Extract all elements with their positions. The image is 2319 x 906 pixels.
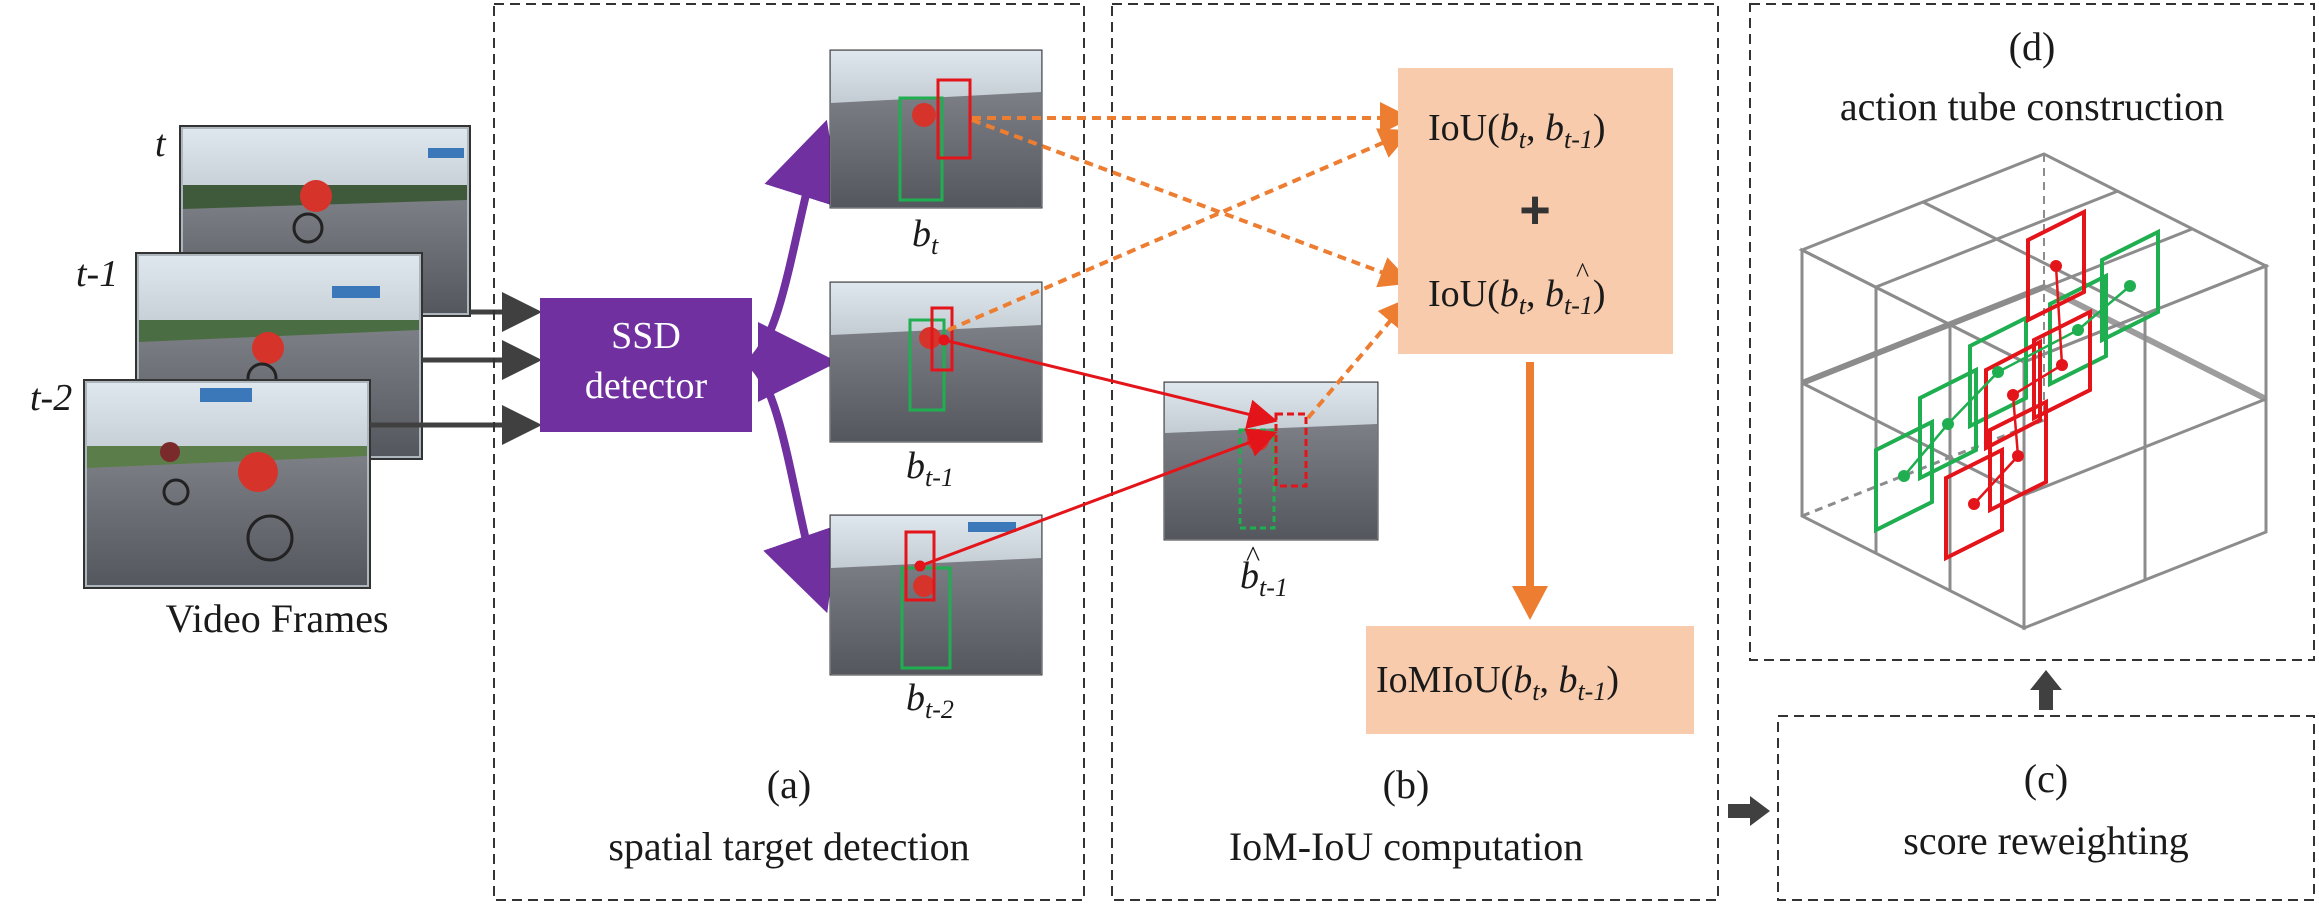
video-frames-caption: Video Frames: [165, 596, 388, 641]
tube-red-box-2: [1988, 398, 2048, 514]
frame-label-t: t: [155, 123, 167, 165]
tube-red-box-3: [1984, 338, 2042, 452]
iou-sum-box: IoU(bt, bt-1) + IoU(bt, bt-1) ^: [1398, 68, 1673, 354]
b-to-c-arrow: [1728, 796, 1770, 826]
red-box-bt-1: [930, 306, 954, 372]
iou-expression-1: IoU(bt, bt-1): [1428, 107, 1606, 154]
sum-to-result-arrow: [1512, 362, 1548, 620]
panel-b-title: IoM-IoU computation: [1229, 824, 1583, 869]
panel-a-frame: [493, 3, 1085, 901]
panel-d-title: action tube construction: [1840, 84, 2224, 129]
video-frames: t t-1 t-2 Video Frames: [30, 123, 471, 641]
ssd-detector-box: SSD detector: [540, 298, 752, 432]
tube-green-box-1: [1874, 418, 1934, 534]
plus-sign: +: [1519, 180, 1551, 240]
frames-to-detector-arrows: [370, 292, 542, 445]
ssd-detector-line2: detector: [585, 365, 708, 407]
panel-c-frame: [1777, 715, 2315, 901]
red-box-bt: [936, 78, 972, 160]
action-tube-links: [1898, 260, 2136, 510]
panel-c-letter: (c): [2024, 756, 2068, 801]
frame-label-t-2: t-2: [30, 377, 72, 419]
green-box-bt-2: [900, 566, 952, 670]
red-box-bt-2: [904, 530, 936, 602]
green-box-bt: [898, 96, 944, 202]
tube-red-box-1: [1944, 446, 2004, 562]
tube-green-box-5: [2100, 228, 2160, 344]
detector-output-arrows: [749, 119, 841, 614]
tube-green-box-4: [2048, 272, 2108, 388]
detection-frame-bt-2: [829, 514, 1043, 676]
iomiou-expression: IoMIoU(bt, bt-1): [1376, 659, 1619, 706]
iomiou-result-box: IoMIoU(bt, bt-1): [1366, 626, 1694, 734]
tube-red-box-4: [2032, 308, 2092, 422]
label-predicted-hat: ^: [1246, 540, 1260, 573]
green-box-bt-1: [908, 318, 946, 412]
panel-a-letter: (a): [767, 762, 811, 807]
frame-label-t-1: t-1: [76, 253, 118, 295]
panel-c-title: score reweighting: [1903, 818, 2188, 863]
panel-a-title: spatial target detection: [608, 824, 969, 869]
green-box-predicted: [1238, 428, 1276, 530]
panel-b-letter: (b): [1383, 762, 1430, 807]
iou-expression-2: IoU(bt, bt-1): [1428, 273, 1606, 320]
iou-expression-2-hat: ^: [1576, 258, 1589, 289]
tube-red-box-5: [2026, 208, 2086, 324]
orange-iou-arrows: [947, 102, 1412, 420]
panel-d-frame: [1749, 3, 2315, 661]
label-bt: bt: [912, 213, 939, 260]
action-tube-boxes: [1874, 208, 2160, 562]
c-to-d-arrow: [2030, 670, 2062, 710]
panel-d-letter: (d): [2009, 24, 2056, 69]
red-propagation-arrows: [914, 334, 1278, 572]
label-bt-2: bt-2: [906, 677, 954, 724]
ssd-detector-line1: SSD: [611, 315, 681, 357]
detection-frame-bt: [829, 49, 1043, 209]
tube-green-box-2: [1918, 366, 1978, 482]
action-tube-grid: [1798, 152, 2270, 631]
detection-frame-bt-1: [829, 281, 1043, 443]
label-predicted-bt-1: bt-1: [1240, 555, 1288, 602]
label-bt-1: bt-1: [906, 445, 954, 492]
frame-t-2: [83, 379, 371, 589]
